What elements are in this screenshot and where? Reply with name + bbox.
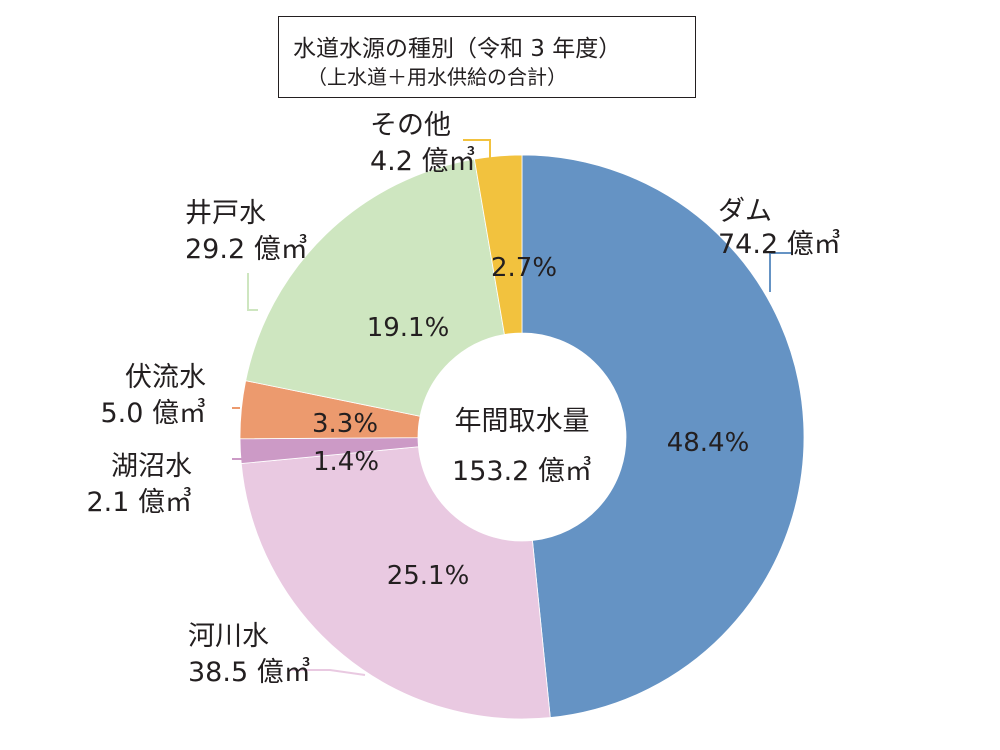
- chart-title-box: 水道水源の種別（令和 3 年度） （上水道＋用水供給の合計）: [278, 16, 696, 98]
- slice-5: [245, 158, 505, 417]
- slice-percent-label: 3.3%: [312, 409, 378, 439]
- leader-line: [290, 669, 366, 676]
- leader-lines: [232, 139, 792, 676]
- slice-value-label: 38.5 億㎥: [188, 657, 311, 688]
- slice-name-label: ダム: [718, 196, 772, 227]
- leader-line: [769, 252, 792, 292]
- slice-percent-label: 2.7%: [491, 253, 557, 283]
- slice-percent-label: 48.4%: [667, 428, 750, 458]
- slice-name-label: 河川水: [188, 621, 269, 652]
- slice-value-label: 5.0 億㎥: [100, 398, 206, 429]
- slice-percent-label: 19.1%: [367, 313, 450, 343]
- slice-percent-label: 25.1%: [387, 561, 470, 591]
- slice-name-label: その他: [370, 110, 451, 141]
- slice-value-label: 74.2 億㎥: [718, 229, 841, 260]
- slice-name-label: 井戸水: [185, 198, 266, 229]
- slice-value-label: 2.1 億㎥: [86, 487, 192, 518]
- leader-line: [247, 273, 258, 311]
- slice-2: [240, 446, 551, 720]
- slice-name-label: 湖沼水: [111, 451, 192, 482]
- center-total-value: 153.2 億㎥: [452, 456, 592, 487]
- slice-1: [521, 154, 805, 719]
- chart-title: 水道水源の種別（令和 3 年度）: [293, 36, 622, 62]
- chart-subtitle: （上水道＋用水供給の合計）: [307, 65, 567, 89]
- slice-name-label: 伏流水: [125, 362, 206, 393]
- slice-value-label: 29.2 億㎥: [185, 234, 308, 265]
- leader-line: [463, 139, 491, 158]
- slice-percent-label: 1.4%: [313, 447, 379, 477]
- percent-labels: 48.4% 25.1% 1.4% 3.3% 19.1% 2.7%: [312, 253, 749, 591]
- donut-slices: [239, 154, 805, 720]
- slice-value-label: 4.2 億㎥: [370, 146, 476, 177]
- center-total-label: 年間取水量: [455, 406, 590, 437]
